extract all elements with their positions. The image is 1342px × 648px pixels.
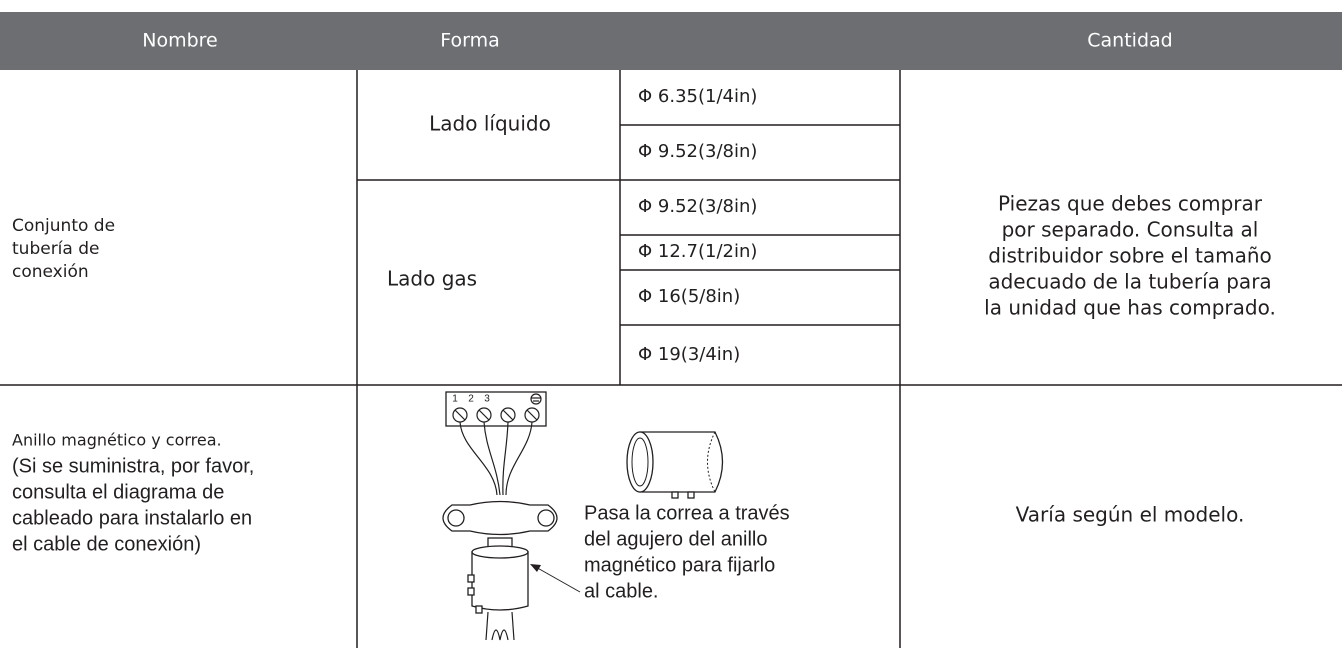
pipe-size: Φ 16(5/8in) — [638, 286, 740, 307]
quantity-text: por separado. Consulta al — [1002, 218, 1259, 242]
pipe-size: Φ 19(3/4in) — [638, 344, 740, 365]
wiring-figure — [442, 391, 724, 641]
pipe-size: Φ 12.7(1/2in) — [638, 241, 757, 262]
table-grid — [0, 70, 1342, 648]
column-header: Forma — [440, 30, 500, 52]
header-bar — [0, 12, 1342, 70]
figure-caption: Pasa la correa a través — [584, 502, 790, 524]
pipe-size: Φ 9.52(3/8in) — [638, 141, 757, 162]
item-name: tubería de — [12, 239, 99, 259]
item-name: Conjunto de — [12, 216, 115, 236]
column-header: Cantidad — [1087, 30, 1172, 52]
terminal-label: 3 — [484, 394, 490, 405]
figure-caption: del agujero del anillo — [584, 528, 767, 550]
pipe-size: Φ 9.52(3/8in) — [638, 196, 757, 217]
quantity-text: Piezas que debes comprar — [998, 192, 1263, 216]
quantity-text: distribuidor sobre el tamaño — [988, 244, 1272, 268]
pipe-side: Lado líquido — [429, 112, 551, 136]
item-name: Anillo magnético y correa. — [12, 431, 222, 450]
terminal-label: 1 — [452, 394, 458, 405]
pipe-side: Lado gas — [387, 267, 477, 291]
quantity-text: la unidad que has comprado. — [984, 296, 1276, 320]
item-name: conexión — [12, 262, 89, 282]
quantity-text: adecuado de la tubería para — [988, 270, 1271, 294]
figure-caption: magnético para fijarlo — [584, 554, 775, 576]
item-note: cableado para instalarlo en — [12, 507, 252, 529]
terminal-label: 2 — [468, 394, 474, 405]
quantity-text: Varía según el modelo. — [1016, 503, 1245, 527]
item-note: (Si se suministra, por favor, — [12, 455, 254, 477]
item-note: el cable de conexión) — [12, 533, 201, 555]
figure-caption: al cable. — [584, 580, 659, 602]
column-header: Nombre — [142, 30, 218, 52]
item-note: consulta el diagrama de — [12, 481, 224, 503]
pipe-size: Φ 6.35(1/4in) — [638, 86, 757, 107]
